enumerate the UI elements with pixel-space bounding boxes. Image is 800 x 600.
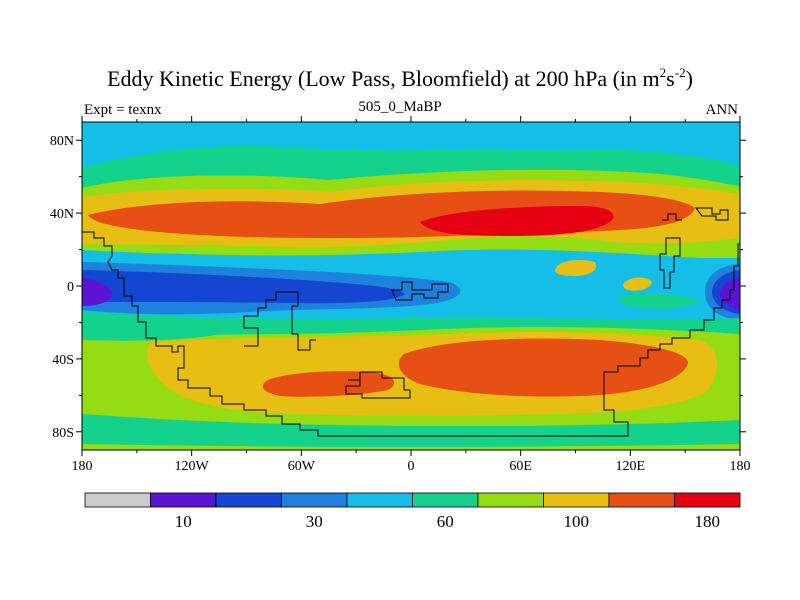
coast-equatorial-islands xyxy=(391,281,449,301)
plot-area xyxy=(82,122,740,450)
y-tick-label: 0 xyxy=(67,280,74,295)
axes: 180 120W 60W 0 60E 120E 180 80N 40N 0 40S 80S xyxy=(50,116,751,474)
colorbar-swatch xyxy=(608,492,675,508)
season-label: ANN xyxy=(705,102,739,118)
coast-antarctic-south xyxy=(345,371,411,399)
colorbar-swatch xyxy=(477,492,544,508)
colorbar-swatch xyxy=(674,492,741,508)
colorbar-swatch xyxy=(84,492,151,508)
experiment-label: Expt = texnx xyxy=(84,102,162,118)
coast-japan xyxy=(695,207,729,221)
blob-north-subtropic-east xyxy=(555,260,597,276)
colorbar-swatch xyxy=(150,492,217,508)
y-tick-label: 80N xyxy=(50,134,74,149)
contour-south-polar-cap xyxy=(82,444,740,450)
contour-equatorial-minimum xyxy=(82,270,405,304)
colorbar-label: 100 xyxy=(564,512,590,531)
y-tick-label: 80S xyxy=(52,426,74,441)
colorbar: 10 30 60 100 180 xyxy=(84,492,741,531)
contour-north-jet-max xyxy=(420,206,614,236)
colorbar-label: 180 xyxy=(695,512,721,531)
x-tick-label: 60E xyxy=(509,459,532,474)
coast-east-asia xyxy=(662,213,682,221)
contour-south-jet-core xyxy=(398,338,689,397)
case-label: 505_0_MaBP xyxy=(358,99,442,115)
chart-title: Eddy Kinetic Energy (Low Pass, Bloomfiel… xyxy=(107,65,693,91)
x-tick-label: 120W xyxy=(175,459,210,474)
x-tick-label: 180 xyxy=(72,459,93,474)
colorbar-label: 30 xyxy=(306,512,323,531)
colorbar-swatch xyxy=(215,492,282,508)
y-tick-label: 40S xyxy=(52,353,74,368)
x-tick-label: 60W xyxy=(288,459,316,474)
contour-equatorial-extreme xyxy=(82,278,112,306)
colorbar-swatch xyxy=(543,492,610,508)
x-tick-label: 120E xyxy=(616,459,646,474)
colorbar-label: 10 xyxy=(175,512,192,531)
blob-south-subtropics-west xyxy=(82,325,230,341)
coast-east-pacific xyxy=(659,237,681,289)
blob-tropics-east xyxy=(618,293,700,309)
x-tick-label: 180 xyxy=(730,459,751,474)
colorbar-swatch xyxy=(281,492,348,508)
coast-south-america xyxy=(164,243,740,437)
blob-north-subtropic-east-2 xyxy=(623,277,652,291)
contour-south-polar-band xyxy=(82,430,740,450)
colorbar-label: 60 xyxy=(437,512,454,531)
coast-africa xyxy=(243,291,316,351)
colorbar-swatch xyxy=(412,492,479,508)
y-tick-label: 40N xyxy=(50,207,74,222)
contour-south-jet-core-2 xyxy=(262,371,395,397)
colorbar-swatch xyxy=(346,492,413,508)
coast-north-america xyxy=(82,231,164,347)
x-tick-label: 0 xyxy=(408,459,415,474)
